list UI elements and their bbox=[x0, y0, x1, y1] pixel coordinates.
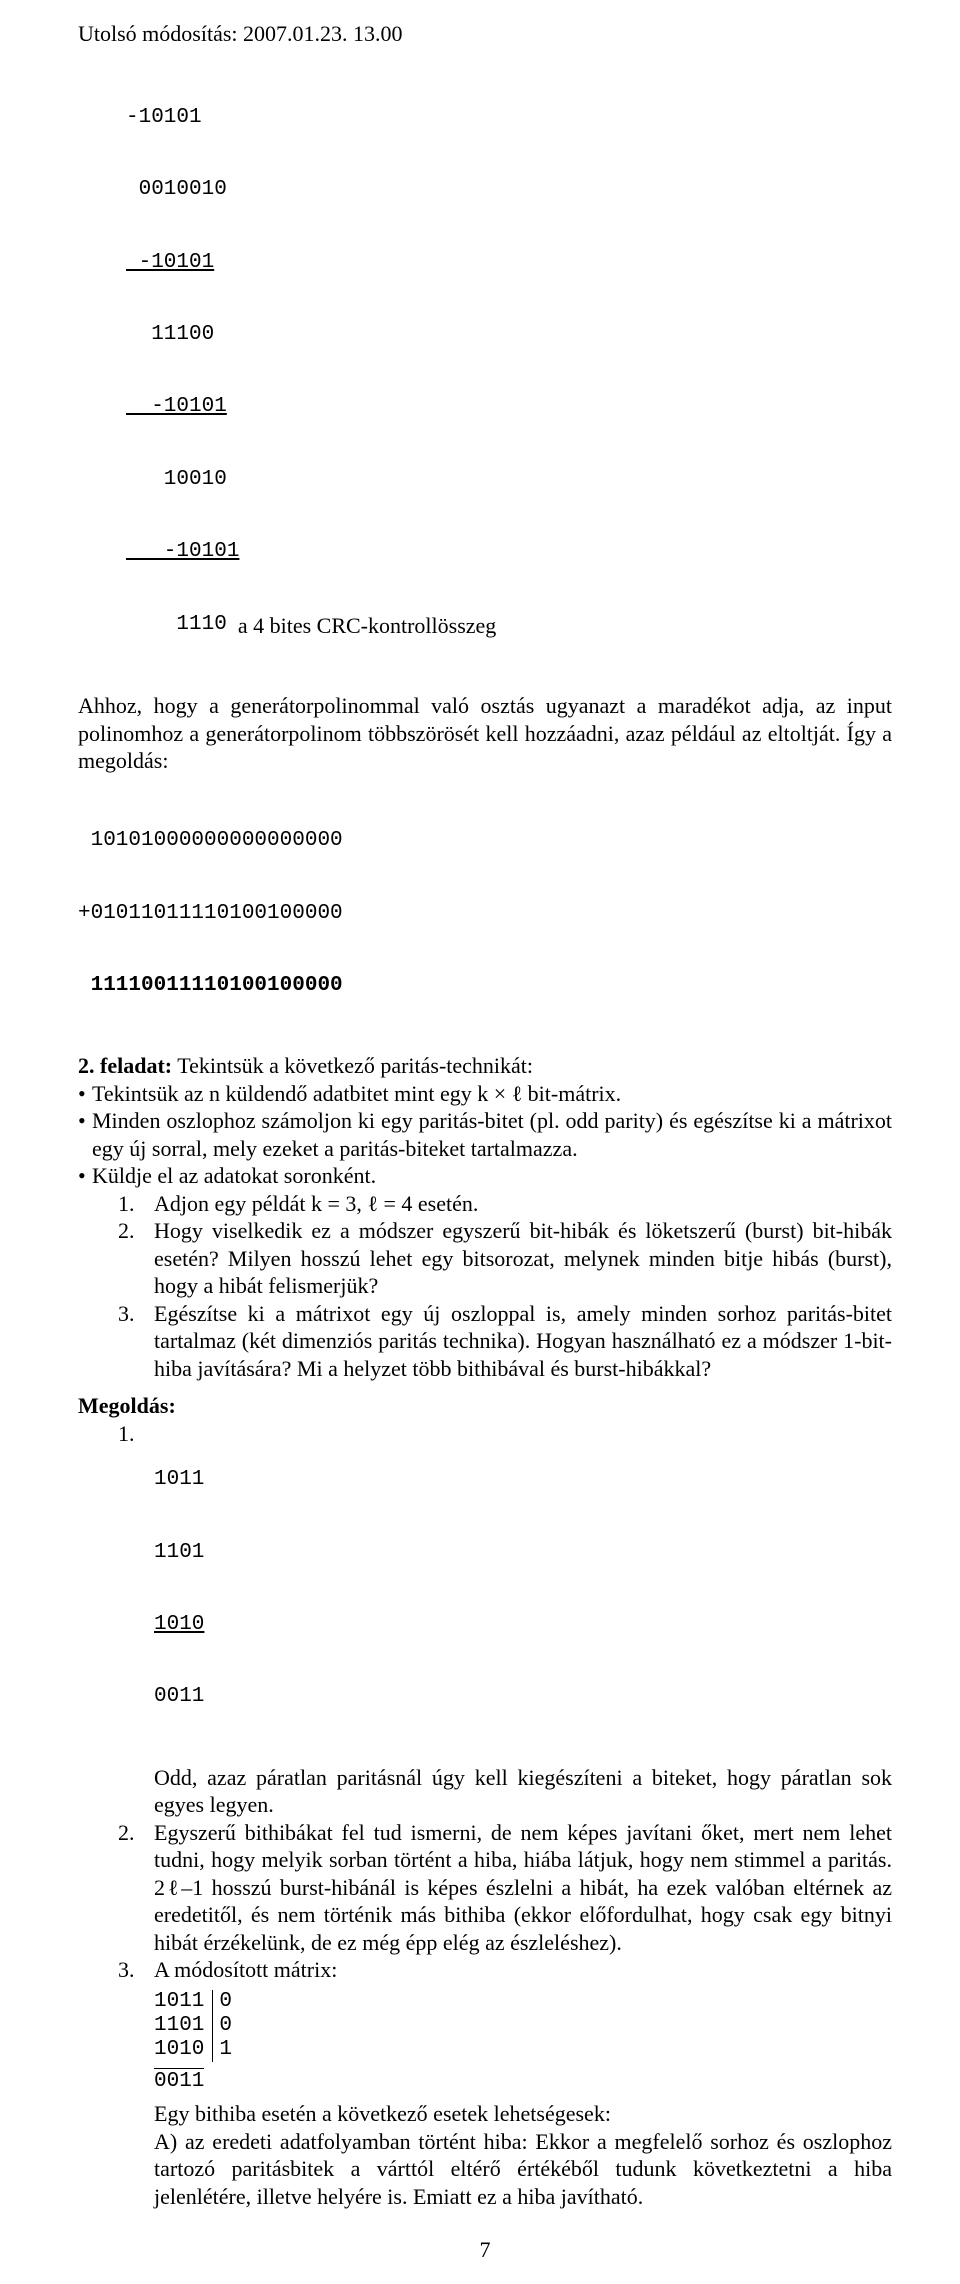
spacer bbox=[118, 2100, 154, 2128]
sol-odd-text: Odd, azaz páratlan paritásnál úgy kell k… bbox=[154, 1764, 892, 1819]
sol-number: 2. bbox=[118, 1819, 154, 1957]
sol3-text: A módosított mátrix: bbox=[154, 1956, 892, 1984]
bullet-icon: • bbox=[78, 1080, 92, 1108]
crc-remainder-desc: a 4 bites CRC-kontrollösszeg bbox=[227, 613, 496, 638]
matrix-cell: 1011 bbox=[154, 1990, 213, 2014]
ahhoz-paragraph: Ahhoz, hogy a generátorpolinommal való o… bbox=[78, 692, 892, 775]
matrix-cell: 1010 bbox=[154, 2038, 213, 2062]
matrix-bottom-row: 0011 bbox=[154, 2068, 204, 2094]
bullet-icon: • bbox=[78, 1162, 92, 1190]
list-number: 2. bbox=[118, 1217, 154, 1300]
matrix-cell: 0 bbox=[213, 2014, 232, 2038]
crc-line: 0010010 bbox=[126, 178, 892, 202]
binary-sum-block: 10101000000000000000 +010110111101001000… bbox=[78, 781, 892, 1047]
bullet-text: Küldje el az adatokat soronként. bbox=[92, 1162, 376, 1190]
mono-line: 1010 bbox=[154, 1613, 892, 1637]
sol-number: 1. bbox=[118, 1420, 154, 1758]
mono-line: 0011 bbox=[154, 1685, 892, 1709]
list-number: 1. bbox=[118, 1190, 154, 1218]
task2-bullet-3: • Küldje el az adatokat soronként. bbox=[78, 1162, 892, 1190]
sum-result: 11110011110100100000 bbox=[78, 974, 343, 997]
after-line1: Egy bithiba esetén a következő esetek le… bbox=[154, 2100, 892, 2128]
crc-division-block: -10101 0010010 -10101 11100 -10101 10010… bbox=[126, 58, 892, 687]
crc-remainder: 1110 bbox=[126, 613, 227, 638]
crc-line: -10101 bbox=[126, 251, 892, 275]
bullet-text: Minden oszlophoz számoljon ki egy paritá… bbox=[92, 1107, 892, 1162]
sol-number: 3. bbox=[118, 1956, 154, 1984]
sum-line: 10101000000000000000 bbox=[78, 829, 892, 853]
task2-bullet-2: • Minden oszlophoz számoljon ki egy pari… bbox=[78, 1107, 892, 1162]
sum-line: +01011011110100100000 bbox=[78, 902, 892, 926]
parity-matrix: 1011 0 1101 0 1010 1 0011 bbox=[154, 1990, 892, 2095]
matrix-cell: 1101 bbox=[154, 2014, 213, 2038]
list-text: Hogy viselkedik ez a módszer egyszerű bi… bbox=[154, 1217, 892, 1300]
bullet-icon: • bbox=[78, 1107, 92, 1162]
task2-label: 2. feladat: bbox=[78, 1053, 172, 1078]
list-text: Adjon egy példát k = 3, ℓ = 4 esetén. bbox=[154, 1190, 892, 1218]
list-text: Egészítse ki a mátrixot egy új oszloppal… bbox=[154, 1300, 892, 1383]
solution-label: Megoldás: bbox=[78, 1392, 892, 1420]
task2-numbered-list: 1. Adjon egy példát k = 3, ℓ = 4 esetén.… bbox=[118, 1190, 892, 1383]
document-page: Utolsó módosítás: 2007.01.23. 13.00 -101… bbox=[0, 0, 960, 2284]
solution-after-block: Egy bithiba esetén a következő esetek le… bbox=[118, 2100, 892, 2210]
page-number: 7 bbox=[78, 2236, 892, 2264]
header-modified: Utolsó módosítás: 2007.01.23. 13.00 bbox=[78, 20, 892, 48]
crc-line: -10101 bbox=[126, 395, 892, 419]
list-number: 3. bbox=[118, 1300, 154, 1383]
sol1-matrix: 1011 1101 1010 0011 bbox=[154, 1420, 892, 1758]
mono-line: 1101 bbox=[154, 1541, 892, 1565]
task2-intro: 2. feladat: Tekintsük a következő paritá… bbox=[78, 1052, 892, 1080]
after-line2: A) az eredeti adatfolyamban történt hiba… bbox=[154, 2128, 892, 2211]
spacer bbox=[118, 2128, 154, 2211]
mono-line: 1011 bbox=[154, 1468, 892, 1492]
crc-line: 11100 bbox=[126, 323, 892, 347]
matrix-cell: 1 bbox=[213, 2038, 232, 2062]
sol2-text: Egyszerű bithibákat fel tud ismerni, de … bbox=[154, 1819, 892, 1957]
task2-bullet-1: • Tekintsük az n küldendő adatbitet mint… bbox=[78, 1080, 892, 1108]
crc-line: -10101 bbox=[126, 106, 892, 130]
spacer bbox=[118, 1764, 154, 1819]
matrix-cell: 0 bbox=[213, 1990, 232, 2014]
crc-line: 10010 bbox=[126, 468, 892, 492]
bullet-text: Tekintsük az n küldendő adatbitet mint e… bbox=[92, 1080, 621, 1108]
solution-list: 1. 1011 1101 1010 0011 Odd, azaz páratla… bbox=[118, 1420, 892, 1984]
task2-intro-text: Tekintsük a következő paritás-technikát: bbox=[172, 1053, 533, 1078]
crc-line: -10101 bbox=[126, 540, 892, 564]
